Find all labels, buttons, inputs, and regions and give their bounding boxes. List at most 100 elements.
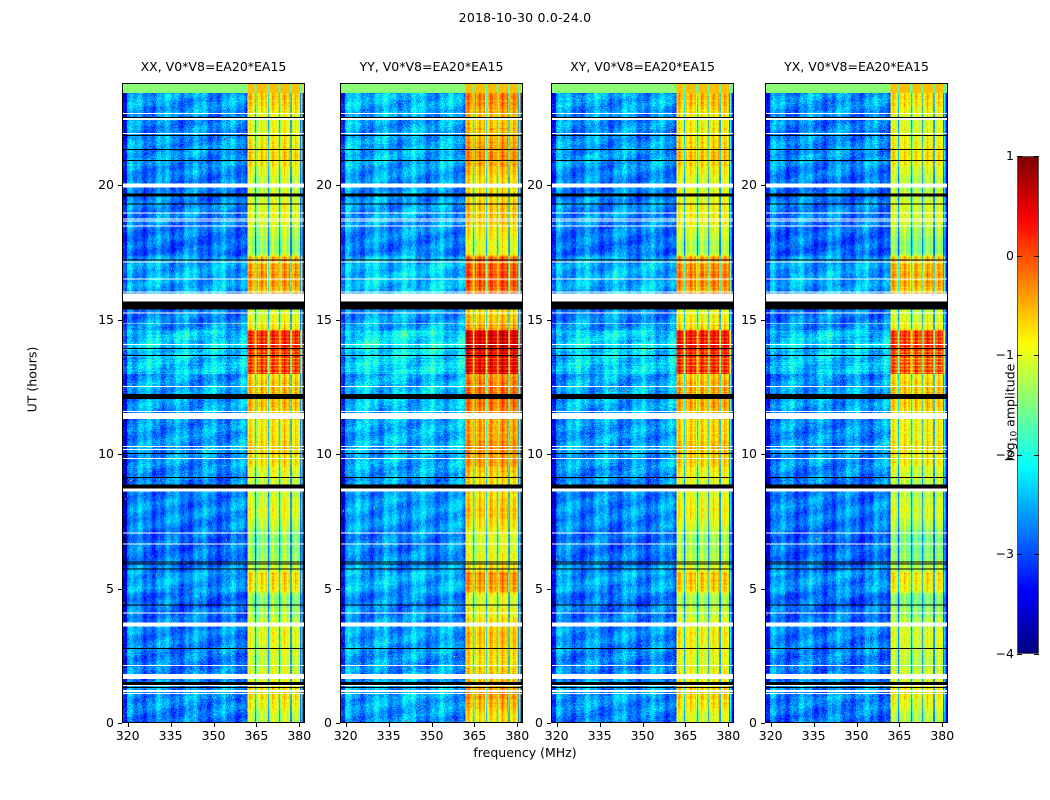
y-tick-label: 0: [535, 715, 543, 730]
x-tick-label: 320: [544, 728, 569, 743]
x-tick-mark: [299, 723, 301, 727]
x-tick-mark: [556, 723, 558, 727]
colorbar-tick-mark: [1017, 156, 1022, 157]
y-tick-mark: [118, 185, 122, 187]
colorbar-tick-label: −1: [995, 347, 1014, 363]
x-tick-mark: [642, 723, 644, 727]
colorbar-tick-mark: [1034, 654, 1039, 655]
spectrogram-image-yy: [341, 84, 522, 722]
colorbar-tick-label: 0: [1006, 247, 1014, 263]
x-tick-label: 365: [462, 728, 487, 743]
x-tick-mark: [127, 723, 129, 727]
colorbar-tick-mark: [1034, 454, 1039, 456]
y-tick-label: 20: [741, 177, 757, 193]
y-tick-label: 10: [98, 446, 114, 462]
y-tick-label: 15: [316, 311, 332, 327]
x-tick-label: 320: [115, 728, 140, 743]
colorbar-label-sub: 10: [1009, 430, 1020, 443]
colorbar-tick-mark: [1034, 156, 1039, 157]
y-tick-label: 5: [535, 580, 543, 596]
x-tick-mark: [431, 723, 433, 727]
y-tick-label: 10: [316, 446, 332, 462]
y-tick-label: 0: [106, 715, 114, 730]
x-tick-label: 380: [505, 728, 530, 743]
y-tick-mark: [761, 454, 765, 456]
colorbar-tick-mark: [1017, 554, 1022, 556]
y-tick-mark: [336, 319, 340, 321]
x-tick-label: 365: [244, 728, 269, 743]
x-tick-label: 350: [419, 728, 444, 743]
x-tick-mark: [256, 723, 258, 727]
x-tick-mark: [599, 723, 601, 727]
colorbar-tick-label: −4: [995, 646, 1014, 661]
y-tick-mark: [336, 185, 340, 187]
y-tick-mark: [118, 454, 122, 456]
y-tick-mark: [118, 319, 122, 321]
y-tick-label: 15: [527, 311, 543, 327]
colorbar-tick-label: −3: [995, 546, 1014, 562]
x-tick-mark: [170, 723, 172, 727]
y-tick-mark: [336, 588, 340, 590]
x-tick-mark: [856, 723, 858, 727]
colorbar-tick-mark: [1034, 355, 1039, 357]
colorbar-tick-label: 1: [1006, 148, 1014, 163]
y-tick-mark: [118, 723, 122, 724]
y-tick-label: 5: [106, 580, 114, 596]
y-tick-label: 10: [527, 446, 543, 462]
y-tick-mark: [336, 454, 340, 456]
y-tick-label: 20: [98, 177, 114, 193]
x-tick-mark: [213, 723, 215, 727]
x-tick-label: 335: [587, 728, 612, 743]
spectrum-panel-xx[interactable]: [122, 83, 305, 723]
y-tick-mark: [336, 723, 340, 724]
colorbar-tick-mark: [1017, 654, 1022, 655]
y-tick-mark: [761, 319, 765, 321]
x-tick-mark: [474, 723, 476, 727]
x-tick-mark: [728, 723, 730, 727]
x-tick-label: 335: [376, 728, 401, 743]
colorbar-tick-label: −2: [995, 446, 1014, 462]
x-tick-mark: [899, 723, 901, 727]
colorbar[interactable]: [1017, 156, 1039, 654]
colorbar-tick-mark: [1017, 454, 1022, 456]
y-tick-label: 20: [316, 177, 332, 193]
colorbar-label: log10 amplitude: [1002, 333, 1020, 493]
y-axis-label: UT (hours): [24, 346, 40, 413]
spectrum-panel-yx[interactable]: [765, 83, 948, 723]
x-tick-mark: [388, 723, 390, 727]
y-tick-mark: [761, 723, 765, 724]
spectrum-panel-xy[interactable]: [551, 83, 734, 723]
x-axis-label: frequency (MHz): [473, 745, 577, 760]
x-tick-mark: [685, 723, 687, 727]
y-tick-mark: [761, 185, 765, 187]
y-tick-mark: [118, 588, 122, 590]
spectrum-panel-yy[interactable]: [340, 83, 523, 723]
x-tick-label: 365: [887, 728, 912, 743]
y-tick-label: 5: [749, 580, 757, 596]
colorbar-label-tail: amplitude: [1002, 363, 1018, 431]
spectrogram-image-xx: [123, 84, 304, 722]
x-tick-label: 320: [758, 728, 783, 743]
figure-suptitle: 2018-10-30 0.0-24.0: [458, 10, 592, 25]
x-tick-label: 335: [801, 728, 826, 743]
colorbar-tick-mark: [1017, 355, 1022, 357]
y-tick-label: 5: [324, 580, 332, 596]
x-tick-label: 380: [930, 728, 955, 743]
x-tick-mark: [813, 723, 815, 727]
panel-title-yy: YY, V0*V8=EA20*EA15: [359, 59, 504, 74]
x-tick-label: 350: [844, 728, 869, 743]
panel-title-yx: YX, V0*V8=EA20*EA15: [784, 59, 929, 74]
y-tick-label: 15: [741, 311, 757, 327]
y-tick-label: 0: [749, 715, 757, 730]
y-tick-mark: [547, 454, 551, 456]
x-tick-label: 380: [716, 728, 741, 743]
x-tick-label: 380: [287, 728, 312, 743]
panel-title-xx: XX, V0*V8=EA20*EA15: [140, 59, 287, 74]
y-tick-label: 0: [324, 715, 332, 730]
x-tick-label: 335: [158, 728, 183, 743]
y-tick-label: 20: [527, 177, 543, 193]
panel-title-xy: XY, V0*V8=EA20*EA15: [570, 59, 715, 74]
y-tick-label: 15: [98, 311, 114, 327]
colorbar-tick-mark: [1034, 255, 1039, 257]
